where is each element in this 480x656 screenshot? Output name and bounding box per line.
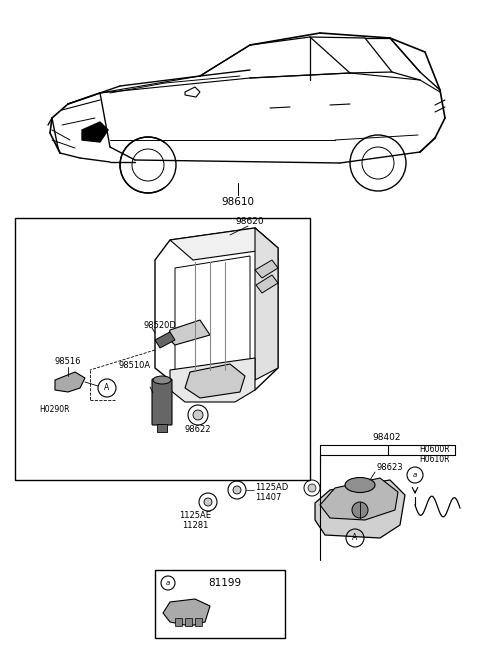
Polygon shape — [163, 599, 210, 626]
Polygon shape — [55, 372, 85, 392]
Text: 11407: 11407 — [255, 493, 281, 502]
Text: 98510A: 98510A — [119, 361, 151, 369]
Text: 98620: 98620 — [236, 218, 264, 226]
Polygon shape — [185, 364, 245, 398]
Polygon shape — [256, 275, 278, 293]
Text: a: a — [166, 580, 170, 586]
Polygon shape — [320, 478, 398, 520]
Text: 98516: 98516 — [55, 358, 81, 367]
Bar — [185, 618, 192, 626]
Polygon shape — [170, 358, 255, 402]
FancyBboxPatch shape — [152, 379, 172, 425]
Ellipse shape — [345, 478, 375, 493]
Polygon shape — [170, 228, 278, 260]
Text: H0600R: H0600R — [420, 445, 450, 455]
Polygon shape — [255, 260, 278, 278]
Ellipse shape — [153, 376, 171, 384]
Circle shape — [308, 484, 316, 492]
Text: 11281: 11281 — [182, 522, 208, 531]
Text: H0610R: H0610R — [420, 455, 450, 464]
Polygon shape — [315, 480, 405, 538]
Circle shape — [352, 502, 368, 518]
Text: A: A — [352, 533, 358, 543]
Text: 1125AE: 1125AE — [179, 512, 211, 520]
Text: 98520D: 98520D — [143, 321, 176, 329]
Circle shape — [204, 498, 212, 506]
Circle shape — [233, 486, 241, 494]
Circle shape — [193, 410, 203, 420]
Text: 98622: 98622 — [185, 426, 211, 434]
Polygon shape — [82, 122, 108, 142]
Polygon shape — [155, 228, 278, 390]
Bar — [155, 570, 285, 638]
Bar — [15, 218, 310, 480]
Polygon shape — [255, 228, 278, 380]
Text: A: A — [104, 384, 109, 392]
Text: 1125AD: 1125AD — [255, 483, 288, 491]
Text: 98402: 98402 — [373, 434, 401, 443]
Text: 81199: 81199 — [208, 578, 241, 588]
Bar — [175, 618, 182, 626]
Bar — [157, 424, 167, 432]
Text: 98610: 98610 — [221, 197, 254, 207]
Text: 98623: 98623 — [377, 464, 403, 472]
Polygon shape — [168, 320, 210, 345]
Polygon shape — [155, 332, 175, 348]
Text: H0290R: H0290R — [40, 405, 70, 415]
Bar — [195, 618, 202, 626]
Text: a: a — [413, 472, 417, 478]
